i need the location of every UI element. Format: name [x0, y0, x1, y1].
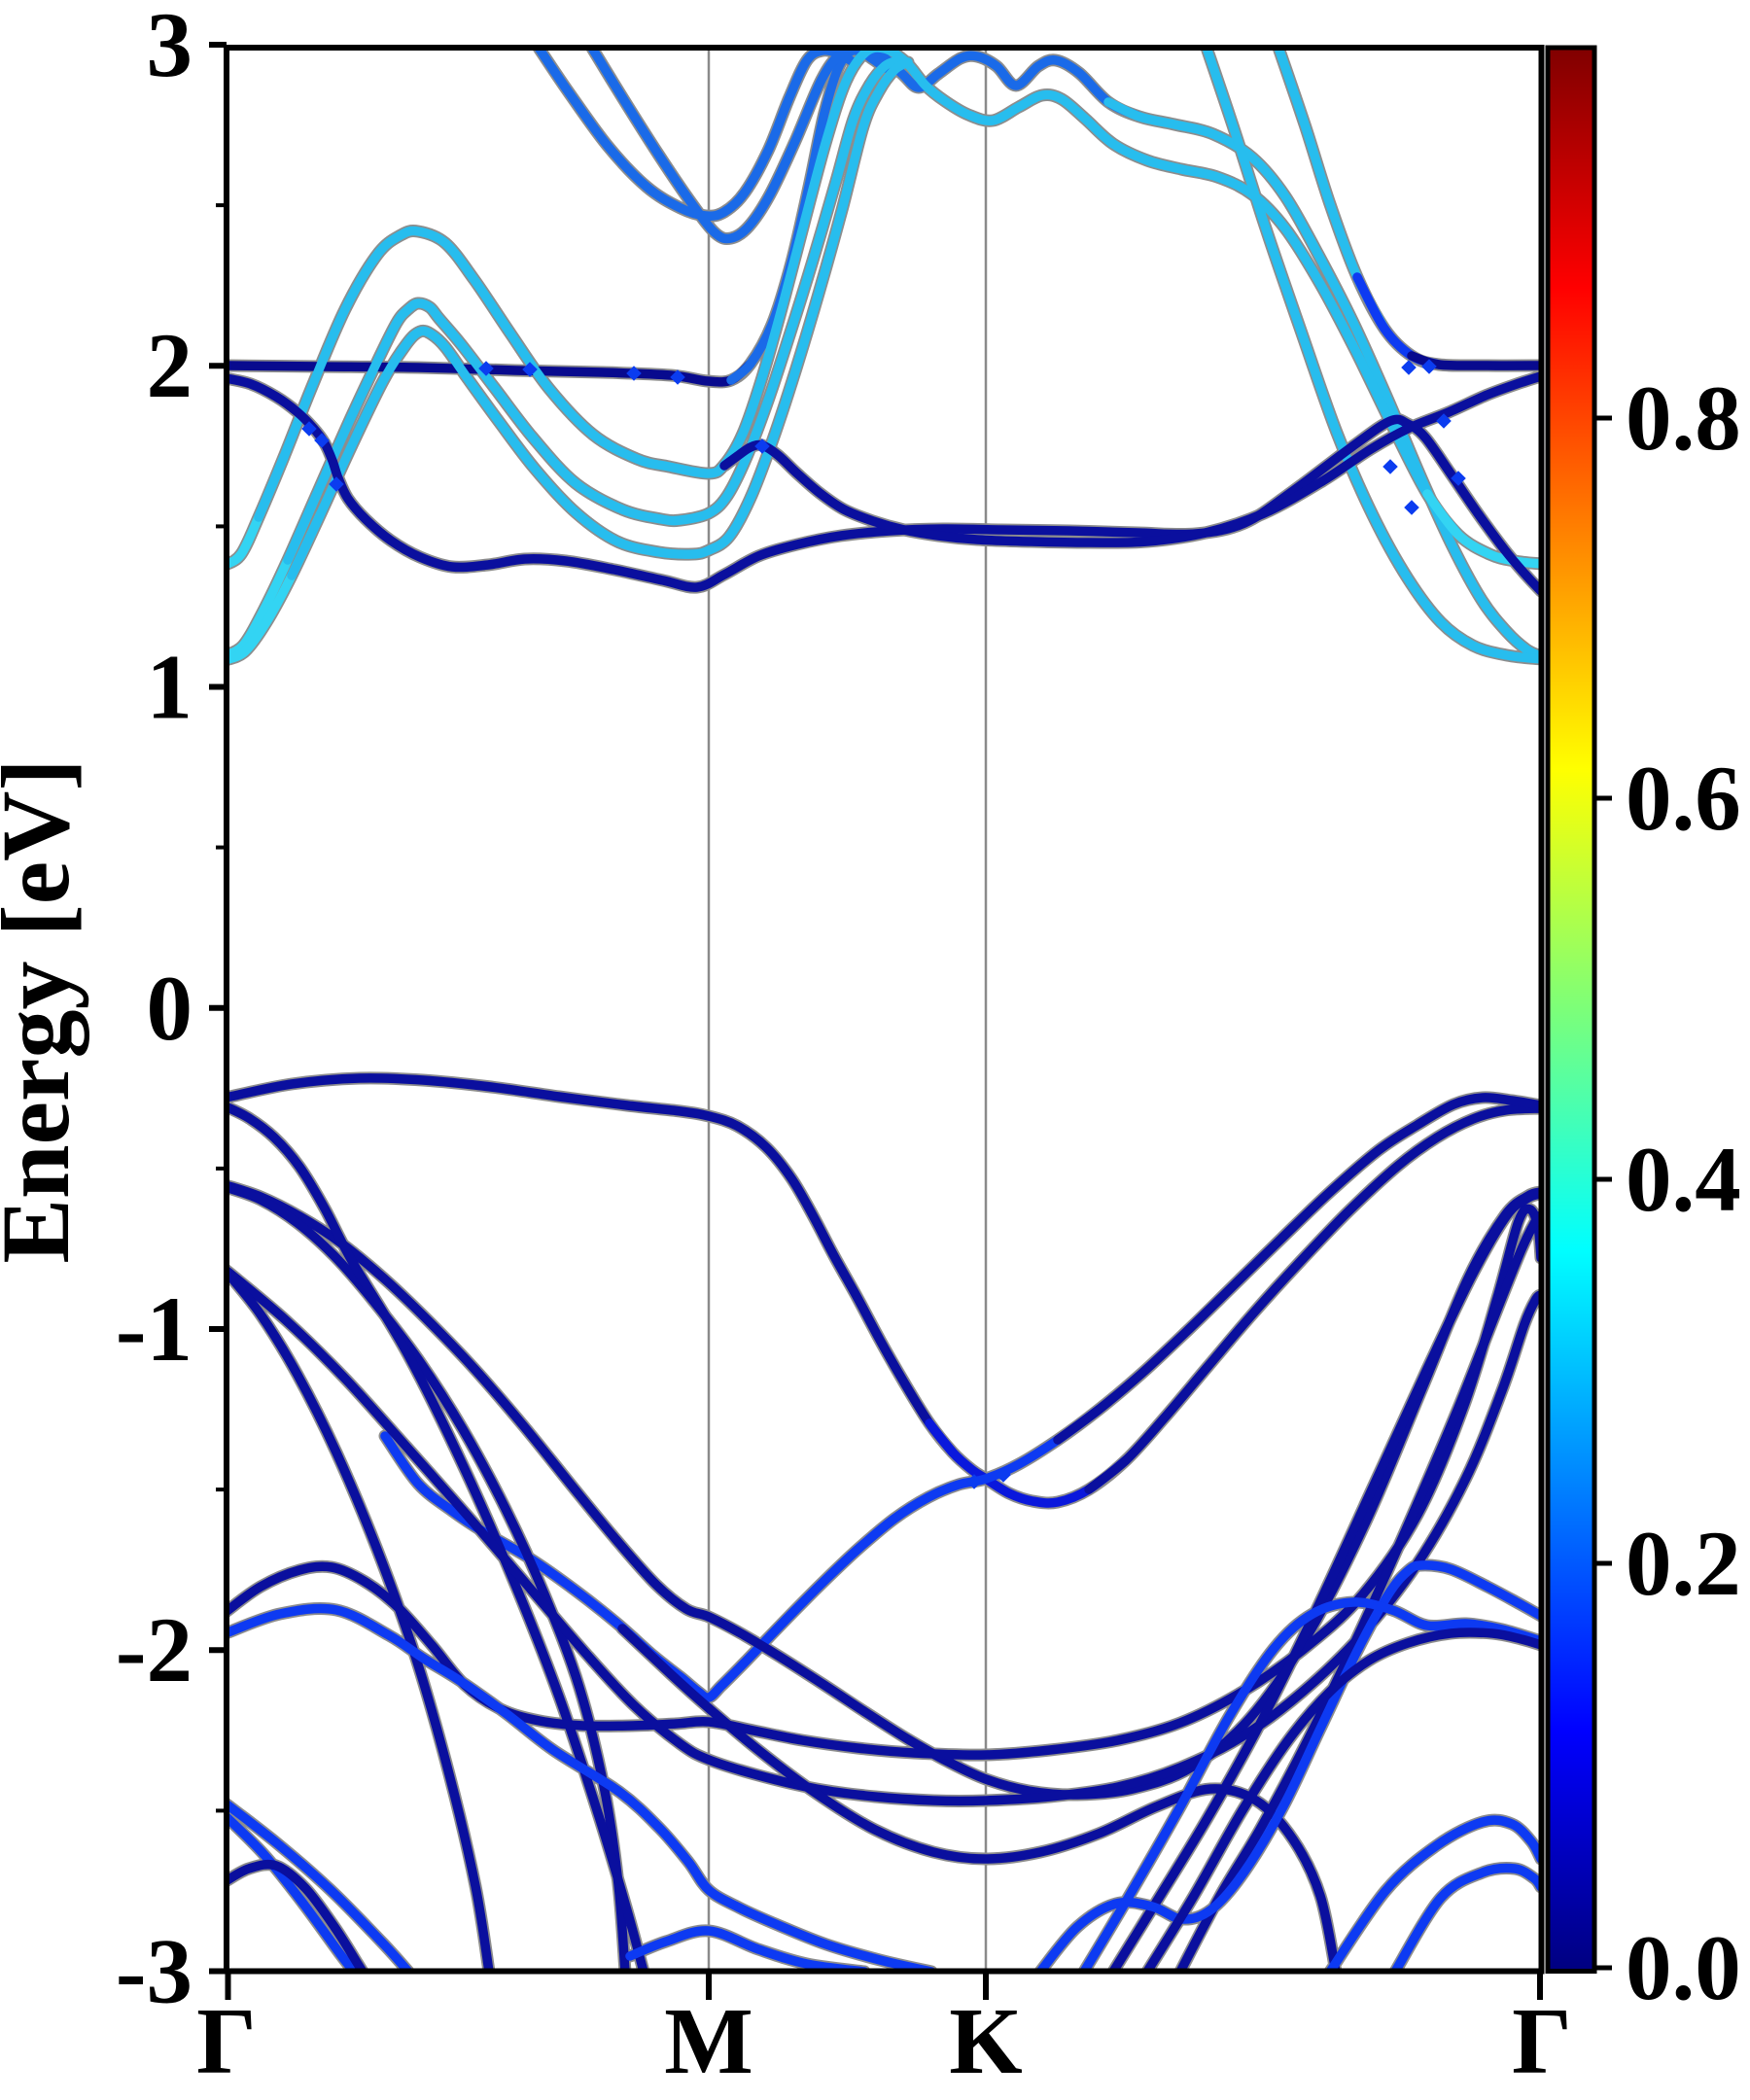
svg-text:3: 3	[147, 0, 193, 96]
svg-text:-3: -3	[116, 1920, 192, 2023]
svg-text:2: 2	[147, 314, 193, 417]
svg-text:Γ: Γ	[1512, 1989, 1572, 2093]
svg-text:0: 0	[147, 957, 193, 1060]
svg-text:0.6: 0.6	[1626, 747, 1741, 850]
svg-text:0.8: 0.8	[1626, 367, 1741, 470]
svg-text:-2: -2	[116, 1598, 192, 1701]
svg-text:Energy [eV]: Energy [eV]	[0, 758, 89, 1263]
svg-text:-1: -1	[116, 1278, 192, 1381]
svg-text:K: K	[949, 1989, 1022, 2093]
svg-text:0.0: 0.0	[1626, 1916, 1741, 2019]
svg-text:0.4: 0.4	[1626, 1128, 1741, 1231]
svg-text:1: 1	[147, 636, 193, 739]
svg-text:Γ: Γ	[196, 1989, 257, 2093]
svg-text:M: M	[664, 1989, 753, 2093]
svg-text:0.2: 0.2	[1626, 1512, 1741, 1615]
